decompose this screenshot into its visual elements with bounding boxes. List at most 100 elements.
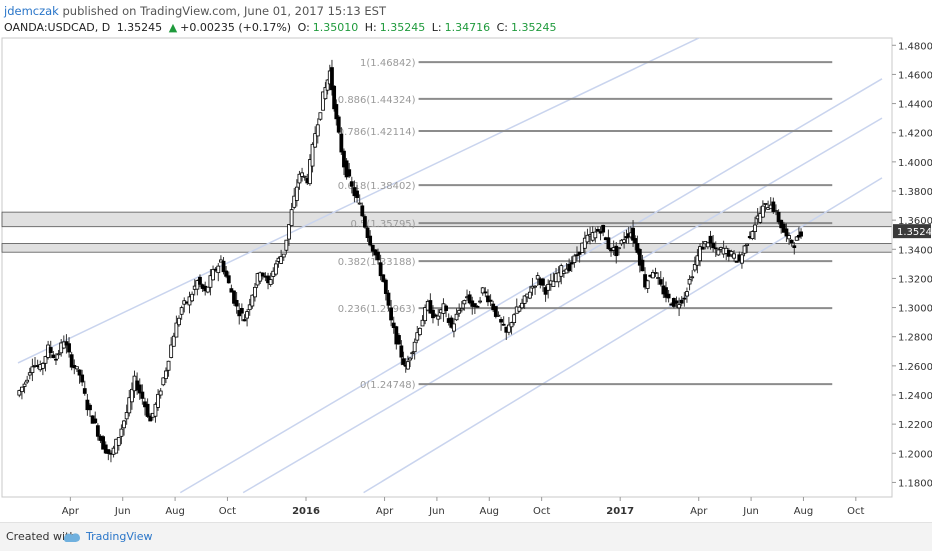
candle-body <box>383 279 388 294</box>
candle-body <box>488 299 493 302</box>
candle-body <box>17 390 22 396</box>
price-tick-label: 1.28000 <box>898 333 932 344</box>
candle-body <box>103 444 108 454</box>
candle-body <box>601 224 606 233</box>
price-tick-label: 1.18000 <box>898 478 932 489</box>
candle-body <box>431 309 435 319</box>
candle-body <box>522 295 527 304</box>
candlestick-series <box>17 59 803 463</box>
high-value: 1.35245 <box>379 21 426 34</box>
candle-body <box>781 223 786 233</box>
author-link[interactable]: jdemczak <box>4 4 59 18</box>
candle-body <box>799 231 803 237</box>
candle-body <box>753 224 757 232</box>
candle-body <box>501 323 506 326</box>
candle-body <box>614 245 619 257</box>
candle-body <box>48 347 53 354</box>
candle-body <box>69 354 74 368</box>
candle-body <box>164 370 168 380</box>
candle-body <box>355 190 359 198</box>
candle-body <box>656 277 661 279</box>
candle-body <box>336 116 341 133</box>
candle-body <box>179 307 184 315</box>
fib-level-label: 0.618(1.38402) <box>338 181 416 192</box>
candle-body <box>677 304 681 309</box>
candle-body <box>376 251 380 261</box>
candle-body <box>635 243 640 253</box>
candle-body <box>585 234 590 243</box>
candle-body <box>417 327 422 336</box>
candle-body <box>546 283 551 291</box>
published-text: published on TradingView.com, June 01, 2… <box>62 4 386 18</box>
candle-body <box>517 306 522 312</box>
candle-body <box>467 294 472 304</box>
candle-body <box>763 203 768 205</box>
candle-body <box>512 314 517 324</box>
candle-body <box>692 264 697 271</box>
candle-body <box>88 404 92 411</box>
candle-body <box>690 276 695 279</box>
time-tick-label: Aug <box>165 506 185 517</box>
candle-body <box>444 305 448 312</box>
candle-body <box>381 274 386 282</box>
last-price: 1.35245 <box>116 21 163 34</box>
candle-body <box>405 361 410 370</box>
candle-body <box>794 236 799 241</box>
tradingview-logo-icon[interactable] <box>63 529 81 543</box>
candle-body <box>459 307 464 311</box>
fib-level-label: 1(1.46842) <box>360 58 416 69</box>
candle-body <box>208 275 213 288</box>
candle-body <box>325 79 330 91</box>
time-tick-label: Jun <box>742 506 759 517</box>
candle-body <box>232 290 236 304</box>
tradingview-brand[interactable]: TradingView <box>86 530 153 543</box>
candle-body <box>708 235 713 244</box>
candle-body <box>640 259 645 272</box>
candle-body <box>234 299 239 307</box>
price-axis[interactable]: 1.18000 1.20000 1.22000 1.24000 1.26000 1.280… <box>891 38 932 497</box>
fib-level-label: 0(1.24748) <box>360 380 416 391</box>
open-label: O: <box>297 21 310 34</box>
channel-line <box>363 177 883 494</box>
candle-body <box>332 85 337 110</box>
price-tick-label: 1.34000 <box>898 245 932 256</box>
candle-body <box>698 246 702 262</box>
fib-level-label: 0.786(1.42114) <box>338 127 416 138</box>
candle-body <box>507 324 511 333</box>
candle-body <box>145 403 150 417</box>
time-tick-label: Aug <box>794 506 814 517</box>
price-tick-label: 1.42000 <box>898 129 932 140</box>
symbol-label[interactable]: OANDA:USDCAD, D <box>4 21 111 34</box>
candle-body <box>457 310 462 314</box>
channel-line <box>17 38 701 364</box>
last-price-tag <box>893 224 931 239</box>
candle-body <box>284 239 289 251</box>
candle-body <box>253 286 257 298</box>
candle-body <box>666 293 671 299</box>
candle-body <box>308 159 312 185</box>
candle-body <box>20 386 24 393</box>
candle-body <box>734 260 739 263</box>
trend-channels <box>17 38 883 494</box>
candle-body <box>645 280 650 289</box>
open-value: 1.35010 <box>312 21 359 34</box>
candle-body <box>258 272 263 282</box>
candle-body <box>472 303 477 308</box>
price-chart[interactable]: 1(1.46842) 0.886(1.44324) 0.786(1.42114) 0.… <box>0 0 932 522</box>
low-value: 1.34716 <box>444 21 491 34</box>
channel-line <box>179 78 883 494</box>
candle-body <box>397 335 401 345</box>
candle-body <box>462 300 467 305</box>
candle-body <box>410 352 415 355</box>
candle-body <box>82 388 87 394</box>
candle-body <box>499 319 503 323</box>
candle-body <box>205 286 210 293</box>
price-tick-label: 1.44000 <box>898 100 932 111</box>
candle-body <box>198 276 202 285</box>
candle-body <box>114 438 119 454</box>
candle-body <box>25 379 30 383</box>
time-axis[interactable]: Apr Jun Aug Oct 2016 Apr Jun Aug Oct 2017 Apr Jun Au… <box>2 496 892 517</box>
candle-body <box>300 172 304 177</box>
candle-body <box>551 280 556 288</box>
candle-body <box>633 238 638 244</box>
